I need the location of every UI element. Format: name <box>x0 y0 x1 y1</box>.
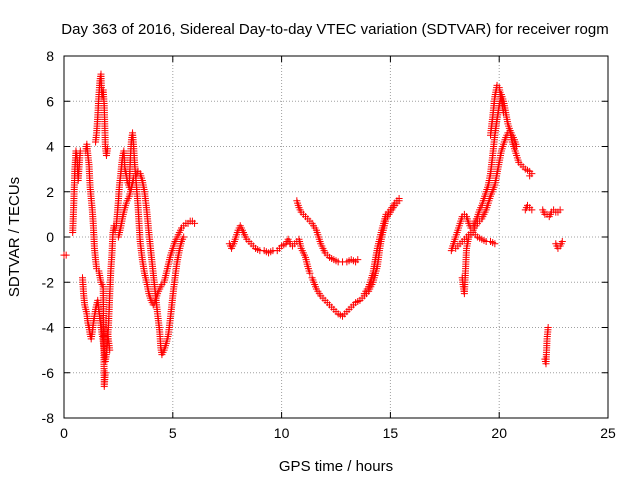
y-tick-label: 6 <box>46 93 54 109</box>
y-tick-label: 2 <box>46 184 54 200</box>
data-point <box>101 369 109 377</box>
y-tick-label: -4 <box>42 320 55 336</box>
axis-ticks: 0 5 10 15 20 25 -8 -6 -4 -2 0 2 4 6 8 <box>42 48 616 441</box>
data-point <box>354 256 362 264</box>
data-point <box>104 145 112 153</box>
grid-lines <box>64 56 608 418</box>
data-point <box>62 251 70 259</box>
data-point <box>558 238 566 246</box>
data-point <box>395 195 403 203</box>
y-tick-label: -6 <box>42 365 55 381</box>
data-point <box>544 324 552 331</box>
data-point <box>513 143 521 150</box>
y-tick-label: 4 <box>46 139 54 155</box>
y-tick-label: 0 <box>46 229 54 245</box>
y-axis-label: SDTVAR / TECUs <box>6 177 23 297</box>
x-tick-label: 20 <box>491 425 507 441</box>
data-point <box>191 219 199 227</box>
data-marks <box>60 70 566 390</box>
data-point <box>491 240 499 248</box>
data-point <box>556 206 564 214</box>
data-point <box>306 269 314 277</box>
data-point <box>528 206 536 214</box>
chart-title: Day 363 of 2016, Sidereal Day-to-day VTE… <box>61 21 608 38</box>
x-tick-label: 10 <box>274 425 290 441</box>
data-point <box>180 233 188 241</box>
y-tick-label: -8 <box>42 410 55 426</box>
x-tick-label: 5 <box>169 425 177 441</box>
y-tick-label: -2 <box>42 274 55 290</box>
x-tick-label: 25 <box>600 425 616 441</box>
data-point <box>106 346 114 354</box>
y-tick-label: 8 <box>46 48 54 64</box>
x-axis-label: GPS time / hours <box>279 458 393 475</box>
x-tick-label: 15 <box>383 425 399 441</box>
x-tick-label: 0 <box>60 425 68 441</box>
data-point <box>500 109 508 117</box>
data-point <box>528 170 536 178</box>
